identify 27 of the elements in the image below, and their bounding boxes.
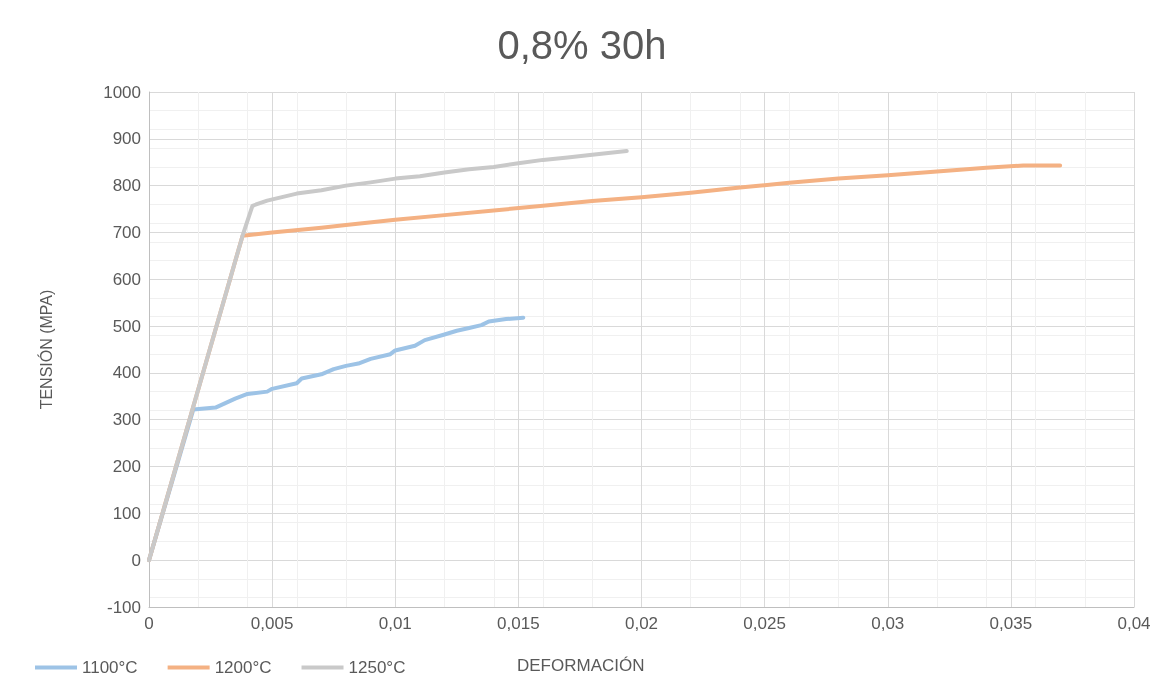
x-tick-label: 0,01 (378, 614, 412, 633)
x-tick-label: 0,02 (624, 614, 659, 633)
y-tick-label: 0 (131, 550, 141, 570)
legend-label: 1200°C (214, 658, 272, 677)
x-tick-label: 0,035 (989, 614, 1033, 633)
legend-label: 1100°C (82, 658, 138, 677)
y-tick-label: 100 (112, 503, 141, 523)
x-tick-label: 0,03 (871, 614, 905, 633)
y-tick-label: 800 (112, 176, 141, 196)
x-axis-title: DEFORMACIÓN (517, 656, 645, 675)
y-tick-label: 900 (112, 129, 141, 149)
y-tick-label: 1000 (103, 82, 141, 102)
y-tick-label: 700 (112, 222, 141, 242)
chart-title: 0,8% 30h (497, 23, 667, 67)
y-tick-label: 600 (112, 269, 141, 289)
legend-label: 1250°C (348, 658, 406, 677)
x-tick-label: 0 (144, 614, 154, 633)
y-tick-label: -100 (106, 597, 141, 617)
x-tick-label: 0,005 (250, 614, 294, 633)
y-tick-label: 300 (112, 410, 141, 430)
y-tick-label: 500 (112, 316, 141, 336)
x-tick-label: 0,04 (1117, 614, 1151, 633)
x-tick-label: 0,015 (497, 614, 540, 633)
x-tick-label: 0,025 (743, 614, 786, 633)
y-axis-title: TENSIÓN (MPA) (36, 289, 55, 410)
y-tick-label: 400 (112, 363, 141, 383)
y-tick-label: 200 (112, 457, 141, 477)
